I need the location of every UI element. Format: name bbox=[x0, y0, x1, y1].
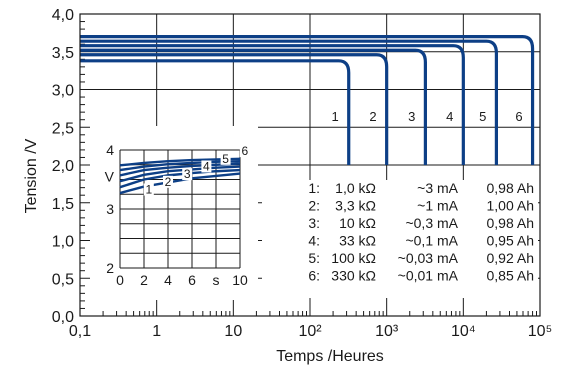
series-line-5 bbox=[80, 39, 499, 165]
legend-current: ~0,03 mA bbox=[398, 250, 459, 266]
curve-label-3: 3 bbox=[408, 109, 415, 124]
legend-current: ~0,3 mA bbox=[405, 215, 458, 231]
y-tick-label: 3,5 bbox=[52, 45, 74, 62]
inset-series-line-5 bbox=[119, 160, 241, 172]
curve-label-6: 6 bbox=[515, 109, 522, 124]
x-tick-labels: 0,1 1 10 10² 10³ 10⁴ 10⁵ bbox=[69, 323, 552, 340]
inset-series-line-4 bbox=[119, 162, 241, 177]
legend-capacity: 0,98 Ah bbox=[487, 215, 535, 231]
inset-curve-label-4: 4 bbox=[203, 159, 210, 173]
curve-label-4: 4 bbox=[446, 109, 453, 124]
inset-curve-label-bg bbox=[239, 145, 250, 158]
discharge-curves bbox=[80, 35, 535, 165]
x-axis-label: Temps /Heures bbox=[276, 348, 384, 365]
legend-capacity: 0,95 Ah bbox=[487, 233, 535, 249]
y-tick-label: 0,5 bbox=[52, 271, 74, 288]
curve-label-2: 2 bbox=[369, 109, 376, 124]
legend-id: 5: bbox=[308, 250, 320, 266]
series-line-3 bbox=[80, 48, 427, 165]
legend-capacity: 0,92 Ah bbox=[487, 250, 535, 266]
legend-id: 2: bbox=[308, 198, 320, 214]
legend-load: 1,0 kΩ bbox=[335, 180, 376, 196]
curve-label-1: 1 bbox=[331, 109, 338, 124]
legend-id: 6: bbox=[308, 268, 320, 284]
legend-background bbox=[262, 180, 538, 298]
inset-x-tick-label: 6 bbox=[188, 272, 196, 288]
plot-frame bbox=[79, 13, 541, 317]
legend-load: 10 kΩ bbox=[339, 215, 376, 231]
inset-curve-label-1: 1 bbox=[145, 182, 152, 196]
legend-current: ~1 mA bbox=[417, 198, 459, 214]
y-tick-label: 4,0 bbox=[52, 7, 74, 24]
inset-y-tick-label: 4 bbox=[106, 142, 114, 158]
inset-series-line-1 bbox=[119, 172, 241, 195]
x-tick-label: 10 bbox=[224, 323, 242, 340]
legend-capacity: 0,85 Ah bbox=[487, 268, 535, 284]
legend-current: ~0,01 mA bbox=[398, 268, 459, 284]
inset-curve-label-bg bbox=[182, 168, 193, 181]
inset-y-tick-label: 2 bbox=[106, 260, 114, 276]
inset-curve-label-6: 6 bbox=[241, 144, 248, 158]
series-line-2 bbox=[80, 53, 389, 165]
inset-curve-label-3: 3 bbox=[184, 167, 191, 181]
y-tick-label: 1,0 bbox=[52, 234, 74, 251]
curve-labels: 1 2 3 4 5 6 bbox=[331, 109, 522, 124]
series-line-4 bbox=[80, 44, 465, 165]
inset-curve-label-5: 5 bbox=[222, 152, 229, 166]
legend-load: 3,3 kΩ bbox=[335, 198, 376, 214]
x-tick-label: 10² bbox=[298, 323, 322, 340]
legend-id: 3: bbox=[308, 215, 320, 231]
y-tick-label: 2,5 bbox=[52, 120, 74, 137]
inset-x-tick-label: s bbox=[213, 272, 220, 288]
inset-y-tick-label: 3 bbox=[106, 201, 114, 217]
legend-load: 33 kΩ bbox=[339, 233, 376, 249]
y-tick-labels: 0,0 0,5 1,0 1,5 2,0 2,5 3,0 3,5 4,0 bbox=[52, 7, 74, 326]
series-line-1 bbox=[80, 59, 351, 165]
inset-x-tick-label: 10 bbox=[232, 272, 248, 288]
inset-curve-label-bg bbox=[163, 175, 173, 188]
inset-series-line-3 bbox=[119, 165, 241, 183]
y-tick-label: 1,5 bbox=[52, 196, 74, 213]
y-tick-label: 0,0 bbox=[52, 309, 74, 326]
legend: 1: 1,0 kΩ ~3 mA 0,98 Ah 2: 3,3 kΩ ~1 mA 1,00 Ah… bbox=[262, 180, 538, 298]
x-tick-label: 10³ bbox=[375, 323, 399, 340]
legend-current: ~3 mA bbox=[417, 180, 459, 196]
inset-x-tick-label: 4 bbox=[164, 272, 172, 288]
x-tick-label: 0,1 bbox=[69, 323, 91, 340]
legend-id: 4: bbox=[308, 233, 320, 249]
legend-load: 100 kΩ bbox=[331, 250, 376, 266]
legend-capacity: 1,00 Ah bbox=[487, 198, 535, 214]
inset-curve-label-2: 2 bbox=[165, 175, 172, 189]
y-tick-label: 2,0 bbox=[52, 158, 74, 175]
legend-id: 1: bbox=[308, 180, 320, 196]
legend-capacity: 0,98 Ah bbox=[487, 180, 535, 196]
inset-curve-label-bg bbox=[201, 160, 212, 173]
inset-x-tick-label: 0 bbox=[116, 272, 124, 288]
x-tick-label: 10⁴ bbox=[451, 323, 476, 340]
y-tick-label: 3,0 bbox=[52, 83, 74, 100]
inset-curve-label-bg bbox=[220, 152, 231, 165]
inset-series-line-6 bbox=[119, 157, 241, 167]
inset-series-line-2 bbox=[119, 168, 241, 189]
legend-current: ~0,1 mA bbox=[405, 233, 458, 249]
legend-load: 330 kΩ bbox=[331, 268, 376, 284]
inset-curve-label-bg bbox=[143, 183, 154, 196]
inset-y-tick-label: V bbox=[105, 169, 115, 185]
x-tick-label: 10⁵ bbox=[528, 323, 552, 340]
x-tick-label: 1 bbox=[152, 323, 161, 340]
curve-label-5: 5 bbox=[479, 109, 486, 124]
y-axis-label: Tension /V bbox=[23, 138, 40, 213]
inset-x-tick-label: 2 bbox=[140, 272, 148, 288]
series-line-6 bbox=[80, 35, 535, 165]
